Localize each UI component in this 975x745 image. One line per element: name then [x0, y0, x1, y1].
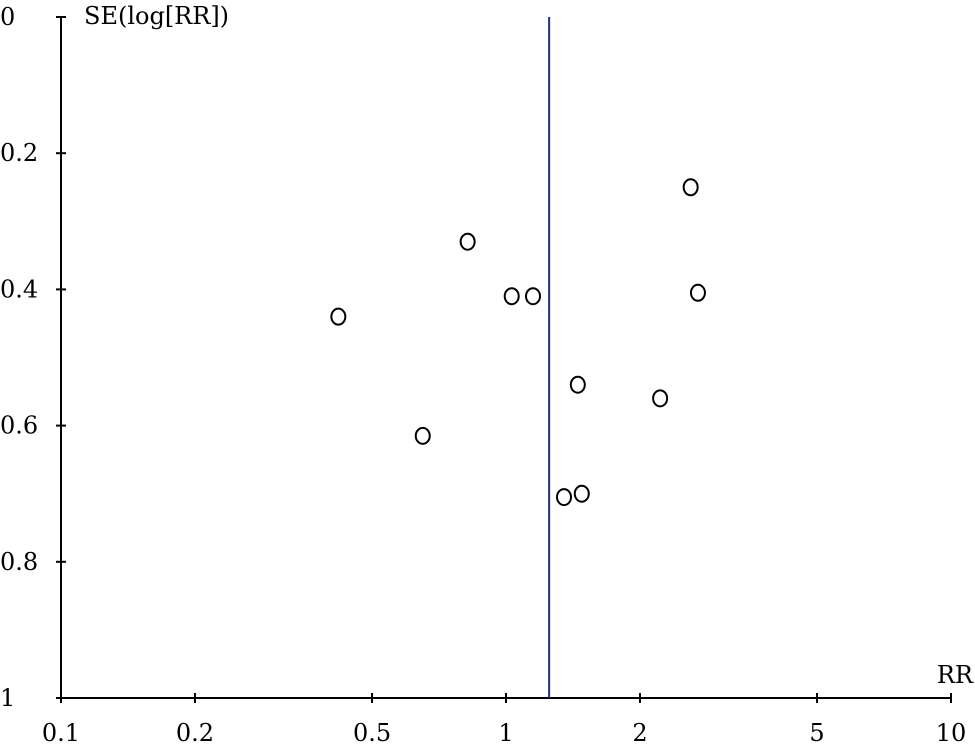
study-point [330, 307, 347, 326]
x-tick-label: 0.5 [353, 719, 391, 745]
y-tick-label: 0.8 [0, 548, 38, 576]
y-tick-label: 0.4 [0, 275, 38, 303]
y-axis-title: SE(log[RR]) [84, 2, 229, 30]
x-tick-label: 1 [498, 719, 513, 745]
study-point [682, 178, 699, 197]
y-tick-label: 0 [0, 3, 15, 31]
y-tick-label: 1 [0, 684, 15, 712]
axes [60, 17, 951, 699]
study-point [555, 488, 572, 507]
y-axis-ticks: 0 0.2 0.4 0.6 0.8 1 [0, 3, 66, 712]
x-axis-ticks: 0.1 0.2 0.5 1 2 5 10 [42, 693, 966, 745]
study-point [525, 287, 542, 306]
x-tick-label: 0.1 [42, 719, 80, 745]
x-tick-label: 0.2 [176, 719, 214, 745]
study-points [330, 178, 706, 507]
y-tick-label: 0.2 [0, 139, 38, 167]
x-tick-label: 2 [632, 719, 647, 745]
y-tick-label: 0.6 [0, 412, 38, 440]
x-tick-label: 10 [936, 719, 967, 745]
study-point [414, 426, 431, 445]
study-point [459, 232, 476, 251]
study-point [503, 287, 520, 306]
study-point [652, 389, 669, 408]
study-point [689, 283, 706, 302]
x-tick-label: 5 [809, 719, 824, 745]
study-point [573, 484, 590, 503]
x-axis-title: RR [937, 661, 974, 689]
study-point [569, 375, 586, 394]
